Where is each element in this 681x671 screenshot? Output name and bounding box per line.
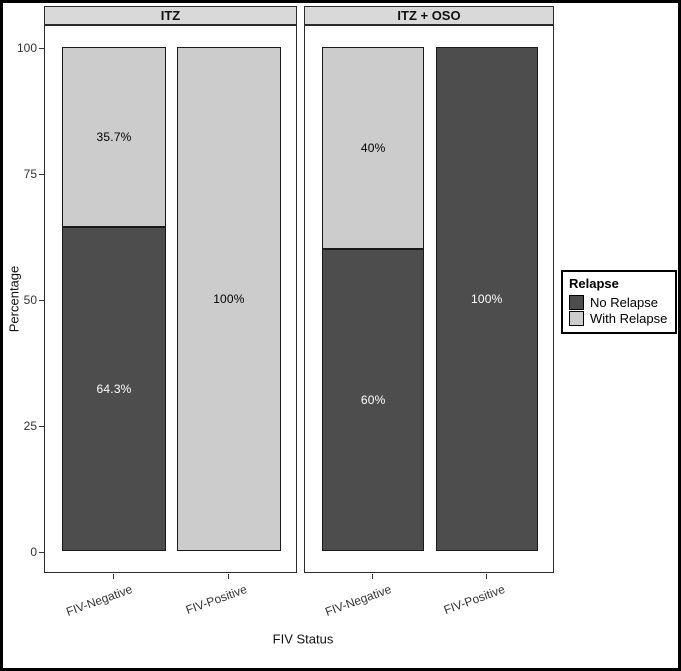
x-tick-label: FIV-Negative	[323, 582, 393, 619]
legend-item: With Relapse	[569, 310, 669, 326]
x-tick-mark	[485, 574, 487, 579]
facet-panel-itz: 64.3% 35.7% 100%	[44, 25, 297, 573]
legend-swatch	[569, 310, 584, 326]
legend-items: No Relapse With Relapse	[569, 294, 669, 326]
y-tick-label: 50	[23, 293, 37, 307]
y-tick-label: 0	[30, 545, 37, 559]
y-tick-label: 25	[23, 419, 37, 433]
x-tick-mark	[113, 574, 115, 579]
bar-segment: 60%	[322, 248, 425, 551]
y-tick-mark	[39, 426, 44, 427]
legend-item: No Relapse	[569, 294, 669, 310]
bar-fiv-negative: 60% 40%	[322, 47, 425, 551]
bar-fiv-positive: 100%	[435, 47, 538, 551]
bar-segment-label: 35.7%	[96, 129, 132, 144]
y-tick-label: 75	[23, 167, 37, 181]
x-tick-label: FIV-Negative	[63, 582, 134, 619]
bar-segment-label: 60%	[360, 392, 386, 407]
legend-swatch	[569, 294, 584, 310]
x-tick-mark	[372, 574, 374, 579]
bar-fiv-negative: 64.3% 35.7%	[62, 47, 166, 551]
facet-strip-itz: ITZ	[44, 6, 297, 25]
legend-item-label: With Relapse	[590, 310, 668, 326]
bar-segment: 35.7%	[62, 47, 166, 227]
x-axis-title: FIV Status	[272, 631, 334, 647]
x-tick-label: FIV-Positive	[183, 582, 249, 618]
bar-segment-label: 40%	[360, 140, 386, 155]
x-tick-mark	[227, 574, 229, 579]
x-tick-label: FIV-Positive	[441, 582, 507, 618]
legend-title: Relapse	[569, 276, 619, 291]
bar-segment-label: 100%	[470, 292, 503, 306]
bar-fiv-positive: 100%	[177, 47, 281, 551]
facet-panel-itz-oso: 60% 40% 100%	[304, 25, 554, 573]
facet-strip-label: ITZ	[160, 8, 181, 23]
bar-segment: 100%	[435, 47, 538, 551]
y-tick-mark	[39, 552, 44, 553]
legend: Relapse No Relapse With Relapse	[561, 270, 677, 334]
facet-strip-itz-oso: ITZ + OSO	[304, 6, 554, 25]
bar-segment-label: 64.3%	[96, 381, 132, 396]
y-tick-mark	[39, 300, 44, 301]
bar-segment: 100%	[177, 47, 281, 551]
facet-strip-label: ITZ + OSO	[397, 8, 461, 23]
bar-segment-label: 100%	[213, 292, 245, 306]
legend-item-label: No Relapse	[590, 294, 658, 310]
bar-segment: 40%	[322, 47, 425, 249]
y-tick-mark	[39, 174, 44, 175]
y-tick-label: 100	[16, 41, 37, 55]
bar-segment: 64.3%	[62, 226, 166, 551]
y-tick-mark	[39, 48, 44, 49]
